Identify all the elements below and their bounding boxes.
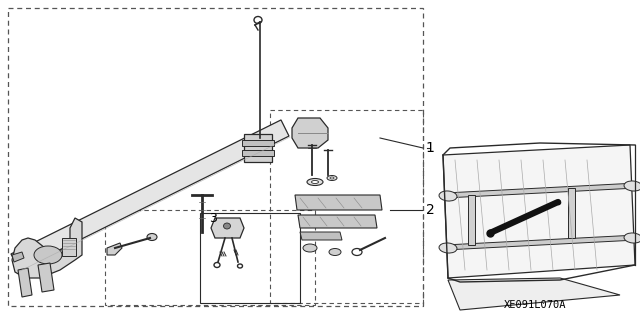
Polygon shape (244, 134, 272, 162)
Text: XE091L070A: XE091L070A (504, 300, 566, 310)
Polygon shape (38, 263, 54, 292)
Polygon shape (18, 268, 32, 297)
Bar (200, 213, 300, 303)
Polygon shape (298, 215, 377, 228)
Text: 1: 1 (426, 141, 435, 155)
Polygon shape (11, 120, 289, 270)
Text: 2: 2 (426, 203, 435, 217)
Bar (8, 8, 423, 306)
Ellipse shape (34, 246, 62, 264)
Ellipse shape (329, 249, 341, 256)
Polygon shape (300, 232, 342, 240)
Text: 3: 3 (209, 211, 217, 225)
Ellipse shape (439, 243, 457, 253)
Polygon shape (445, 235, 637, 250)
Ellipse shape (624, 181, 640, 191)
Polygon shape (468, 195, 475, 245)
Polygon shape (445, 183, 637, 198)
Polygon shape (568, 188, 575, 238)
Ellipse shape (307, 179, 323, 186)
Ellipse shape (312, 181, 319, 183)
Bar (105, 210, 315, 305)
Bar (62, 238, 76, 256)
Ellipse shape (303, 244, 317, 252)
Ellipse shape (330, 177, 334, 179)
Ellipse shape (624, 233, 640, 243)
Polygon shape (443, 145, 635, 278)
Polygon shape (448, 278, 620, 310)
Bar (242, 140, 274, 146)
Ellipse shape (327, 175, 337, 181)
Bar (270, 110, 423, 303)
Polygon shape (12, 218, 82, 278)
Polygon shape (211, 218, 244, 238)
Ellipse shape (147, 234, 157, 241)
Polygon shape (107, 243, 122, 255)
Ellipse shape (439, 191, 457, 201)
Bar (242, 150, 274, 156)
Polygon shape (295, 195, 382, 210)
Polygon shape (12, 252, 24, 262)
Ellipse shape (223, 223, 230, 229)
Polygon shape (292, 118, 328, 148)
